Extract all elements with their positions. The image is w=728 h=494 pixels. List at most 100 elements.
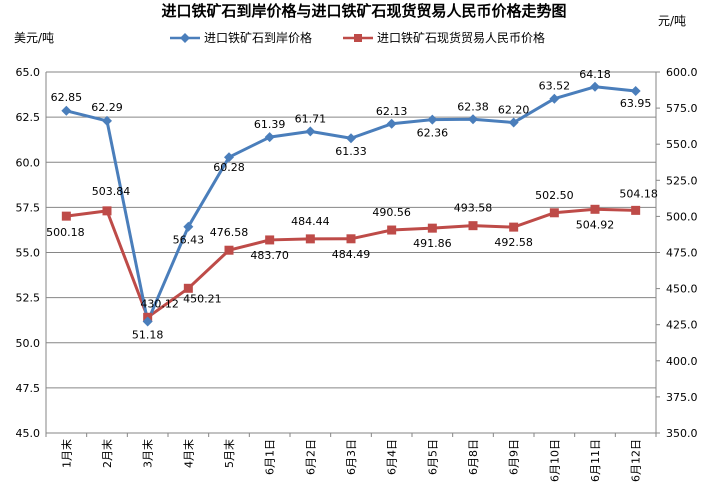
data-label-rmb: 504.92 — [576, 218, 615, 231]
legend: 进口铁矿石到岸价格 进口铁矿石现货贸易人民币价格 — [170, 30, 545, 45]
data-point-rmb — [61, 211, 71, 221]
data-point-cif — [508, 117, 519, 128]
legend-marker-cif — [180, 33, 190, 43]
data-point-rmb — [509, 222, 519, 232]
data-label-cif: 56.43 — [173, 234, 205, 247]
x-category-label: 6月11日 — [589, 439, 602, 482]
data-point-rmb — [102, 206, 112, 216]
data-point-rmb — [590, 204, 600, 214]
y-right-tick-label: 450.0 — [666, 283, 698, 296]
data-point-rmb — [427, 223, 437, 233]
y-left-tick-label: 52.5 — [16, 292, 41, 305]
axes: 45.0 47.5 50.0 52.5 55.0 57.5 60.0 62.5 65.0 350.… — [16, 66, 698, 482]
data-label-cif: 51.18 — [132, 328, 164, 341]
data-point-cif — [630, 85, 641, 96]
data-label-cif: 61.71 — [295, 112, 327, 125]
data-labels: 62.85 62.29 51.18 56.43 60.28 61.39 61.71 61.33… — [46, 68, 658, 342]
data-label-rmb: 491.86 — [413, 237, 452, 250]
y-right-tick-label: 375.0 — [666, 391, 698, 404]
right-axis-unit: 元/吨 — [658, 14, 686, 28]
x-category-label: 6月1日 — [264, 439, 277, 475]
data-label-rmb: 502.50 — [535, 189, 574, 202]
x-category-label: 6月4日 — [386, 439, 399, 475]
data-point-rmb — [549, 208, 559, 218]
data-point-cif — [142, 316, 153, 327]
data-label-cif: 61.33 — [335, 145, 367, 158]
data-label-rmb: 484.49 — [332, 248, 371, 261]
x-category-label: 1月末 — [59, 439, 73, 468]
series-layer — [61, 81, 641, 327]
data-point-cif — [346, 133, 356, 144]
x-category-label: 6月2日 — [304, 439, 317, 475]
data-label-cif: 62.13 — [376, 105, 408, 118]
y-left-tick-label: 65.0 — [16, 66, 41, 79]
y-right-tick-label: 550.0 — [666, 138, 698, 151]
x-category-label: 6月3日 — [345, 439, 358, 475]
y-left-tick-label: 57.5 — [16, 201, 41, 214]
data-point-cif — [549, 93, 560, 104]
legend-label-rmb: 进口铁矿石现货贸易人民币价格 — [377, 30, 545, 45]
y-left-tick-label: 62.5 — [16, 111, 41, 124]
x-category-label: 6月12日 — [630, 439, 643, 482]
data-point-rmb — [305, 234, 315, 244]
y-right-tick-label: 400.0 — [666, 355, 698, 368]
data-point-cif — [264, 132, 275, 143]
data-label-cif: 64.18 — [579, 68, 611, 81]
x-category-label: 3月末 — [141, 439, 155, 468]
legend-label-cif: 进口铁矿石到岸价格 — [204, 30, 312, 45]
x-category-label: 4月末 — [181, 439, 195, 468]
data-label-cif: 62.38 — [457, 100, 489, 113]
data-label-cif: 62.85 — [51, 91, 83, 104]
data-label-rmb: 493.58 — [454, 202, 493, 215]
data-label-cif: 63.95 — [620, 97, 652, 110]
data-point-rmb — [387, 225, 397, 235]
series-line-cif — [65, 85, 636, 323]
data-label-rmb: 503.84 — [92, 185, 131, 198]
data-label-cif: 61.39 — [254, 118, 286, 131]
data-label-rmb: 504.18 — [619, 187, 658, 200]
data-point-rmb — [346, 234, 356, 244]
y-left-tick-label: 60.0 — [16, 156, 41, 169]
y-right-tick-label: 350.0 — [666, 427, 698, 440]
data-label-rmb: 476.58 — [210, 226, 249, 239]
data-point-rmb — [224, 245, 234, 255]
data-point-cif — [102, 115, 112, 126]
data-label-rmb: 490.56 — [372, 206, 411, 219]
data-point-rmb — [265, 235, 275, 245]
y-right-tick-label: 600.0 — [666, 66, 698, 79]
data-label-cif: 60.28 — [213, 161, 245, 174]
x-category-label: 6月5日 — [426, 439, 439, 475]
data-label-cif: 63.52 — [539, 80, 571, 93]
data-label-rmb: 483.70 — [250, 249, 289, 262]
data-label-rmb: 492.58 — [494, 236, 533, 249]
data-point-cif — [61, 105, 72, 116]
data-point-rmb — [468, 221, 478, 231]
data-point-cif — [590, 81, 600, 92]
x-category-label: 6月9日 — [508, 439, 521, 475]
x-category-label: 6月8日 — [467, 439, 480, 475]
data-point-cif — [183, 221, 194, 232]
data-point-rmb — [183, 283, 193, 293]
left-axis-unit: 美元/吨 — [14, 31, 54, 45]
legend-marker-rmb — [354, 34, 362, 42]
x-category-label: 5月末 — [222, 439, 236, 468]
y-left-tick-label: 50.0 — [16, 337, 41, 350]
data-point-rmb — [631, 205, 641, 215]
y-left-tick-label: 47.5 — [16, 382, 41, 395]
data-point-cif — [305, 126, 316, 137]
y-left-tick-label: 45.0 — [16, 427, 41, 440]
y-right-tick-label: 425.0 — [666, 319, 698, 332]
y-right-tick-label: 475.0 — [666, 247, 698, 260]
data-label-rmb: 430.12 — [140, 297, 179, 310]
x-category-label: 6月10日 — [548, 439, 561, 482]
x-category-label: 2月末 — [100, 439, 114, 468]
data-label-cif: 62.20 — [498, 104, 530, 117]
data-label-cif: 62.29 — [91, 101, 123, 114]
data-label-rmb: 450.21 — [183, 292, 222, 305]
chart-title: 进口铁矿石到岸价格与进口铁矿石现货贸易人民币价格走势图 — [161, 2, 566, 20]
y-right-tick-label: 525.0 — [666, 174, 698, 187]
data-point-cif — [427, 114, 438, 125]
y-right-tick-label: 575.0 — [666, 102, 698, 115]
data-label-rmb: 484.44 — [291, 215, 330, 228]
